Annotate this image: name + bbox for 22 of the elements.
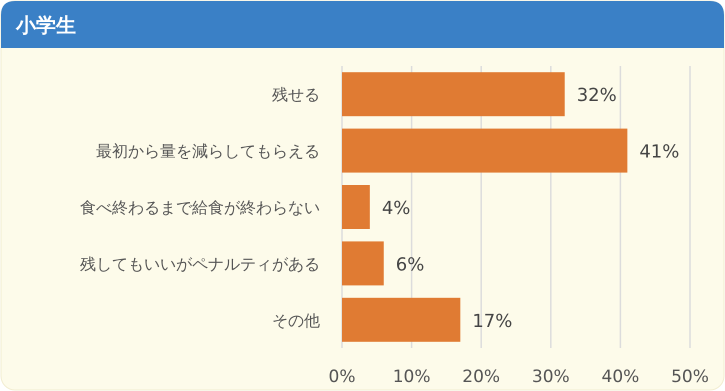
y-tick-label: 残せる (272, 85, 320, 104)
bar (342, 298, 460, 342)
x-tick-label: 30% (532, 367, 570, 387)
bar (342, 72, 565, 116)
x-tick-label: 0% (328, 367, 356, 387)
y-tick-label: 最初から量を減らしてもらえる (96, 142, 320, 161)
x-tick-label: 50% (671, 367, 709, 387)
y-tick-label: 食べ終わるまで給食が終わらない (80, 198, 320, 217)
text: 小学生 (15, 13, 76, 37)
data-label: 41% (639, 142, 680, 163)
data-label: 6% (396, 254, 424, 276)
data-label: 4% (382, 198, 410, 219)
data-label: 32% (576, 85, 617, 106)
y-tick-label: その他 (272, 310, 320, 330)
bar (342, 185, 370, 229)
y-tick-label: 残してもいいがペナルティがある (80, 254, 320, 274)
x-tick-label: 10% (392, 367, 430, 387)
x-tick-label: 40% (602, 367, 640, 387)
bar (342, 128, 628, 173)
data-label: 17% (472, 310, 512, 332)
x-tick-label: 20% (462, 367, 500, 387)
bar (342, 241, 384, 286)
